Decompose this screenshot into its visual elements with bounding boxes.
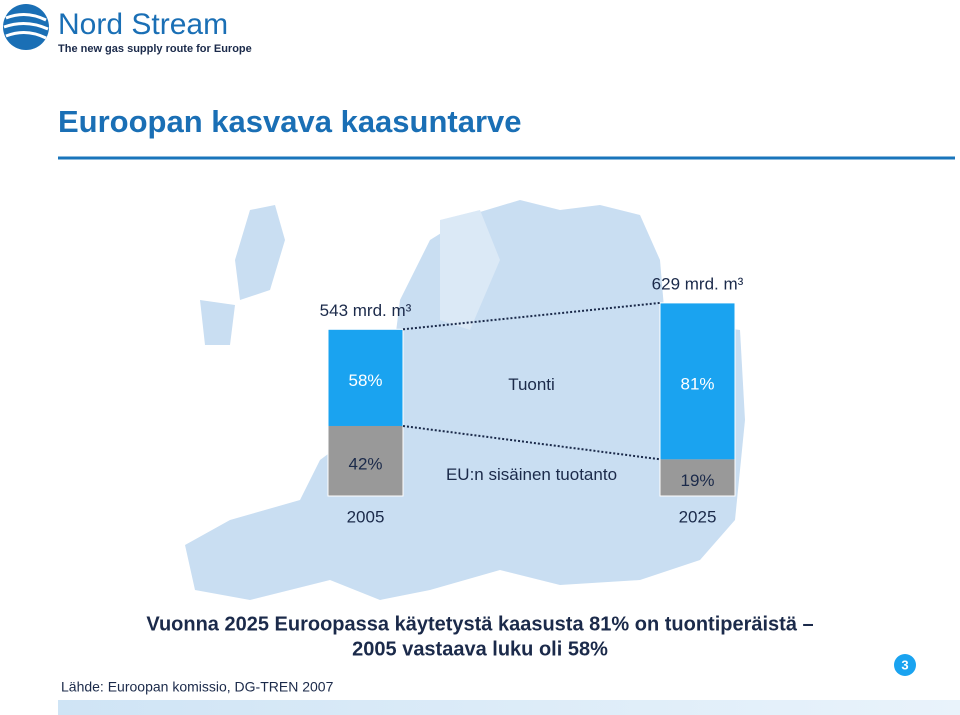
bar-segment bbox=[660, 459, 735, 496]
map-background bbox=[185, 200, 745, 600]
connector bbox=[402, 424, 661, 461]
value-label: 58% bbox=[348, 371, 382, 390]
connector bbox=[402, 301, 661, 331]
category-label: 2025 bbox=[679, 507, 717, 526]
value-label: 19% bbox=[680, 471, 714, 490]
bar-total bbox=[327, 328, 404, 497]
page-number: 3 bbox=[901, 657, 908, 672]
tagline: The new gas supply route for Europe bbox=[58, 43, 252, 55]
bar-total bbox=[659, 302, 736, 497]
series-label: EU:n sisäinen tuotanto bbox=[446, 465, 617, 484]
bar-segment bbox=[660, 302, 735, 460]
footer-bar bbox=[58, 700, 960, 715]
source: Lähde: Euroopan komissio, DG-TREN 2007 bbox=[61, 679, 334, 695]
category-label: 2005 bbox=[347, 507, 385, 526]
logo bbox=[3, 4, 49, 50]
slide-title: Euroopan kasvava kaasuntarve bbox=[58, 104, 522, 139]
total-label: 629 mrd. m³ bbox=[652, 274, 744, 293]
total-label: 543 mrd. m³ bbox=[320, 301, 412, 320]
logo-text: Nord Stream bbox=[58, 8, 228, 41]
bar-segment bbox=[328, 425, 403, 496]
caption-line: 2005 vastaava luku oli 58% bbox=[352, 638, 608, 660]
series-label: Tuonti bbox=[508, 375, 555, 394]
caption-line: Vuonna 2025 Euroopassa käytetystä kaasus… bbox=[146, 613, 813, 635]
bar-segment bbox=[328, 329, 403, 426]
value-label: 81% bbox=[680, 375, 714, 394]
value-label: 42% bbox=[348, 454, 382, 473]
page-badge bbox=[894, 654, 916, 676]
